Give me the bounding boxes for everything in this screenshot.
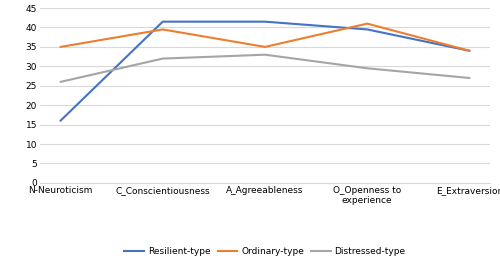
- Line: Resilient-type: Resilient-type: [60, 22, 470, 121]
- Ordinary-type: [160, 28, 166, 31]
- Ordinary-type: [466, 49, 472, 52]
- Distressed-type: [58, 80, 64, 83]
- Ordinary-type: [262, 45, 268, 48]
- Resilient-type: [466, 49, 472, 52]
- Line: Distressed-type: Distressed-type: [60, 55, 470, 82]
- Ordinary-type: [364, 22, 370, 25]
- Ordinary-type: [58, 45, 64, 48]
- Resilient-type: [160, 20, 166, 23]
- Line: Ordinary-type: Ordinary-type: [60, 24, 470, 51]
- Resilient-type: [58, 119, 64, 122]
- Distressed-type: [466, 76, 472, 80]
- Distressed-type: [262, 53, 268, 56]
- Distressed-type: [364, 67, 370, 70]
- Resilient-type: [262, 20, 268, 23]
- Legend: Resilient-type, Ordinary-type, Distressed-type: Resilient-type, Ordinary-type, Distresse…: [120, 243, 410, 260]
- Resilient-type: [364, 28, 370, 31]
- Distressed-type: [160, 57, 166, 60]
